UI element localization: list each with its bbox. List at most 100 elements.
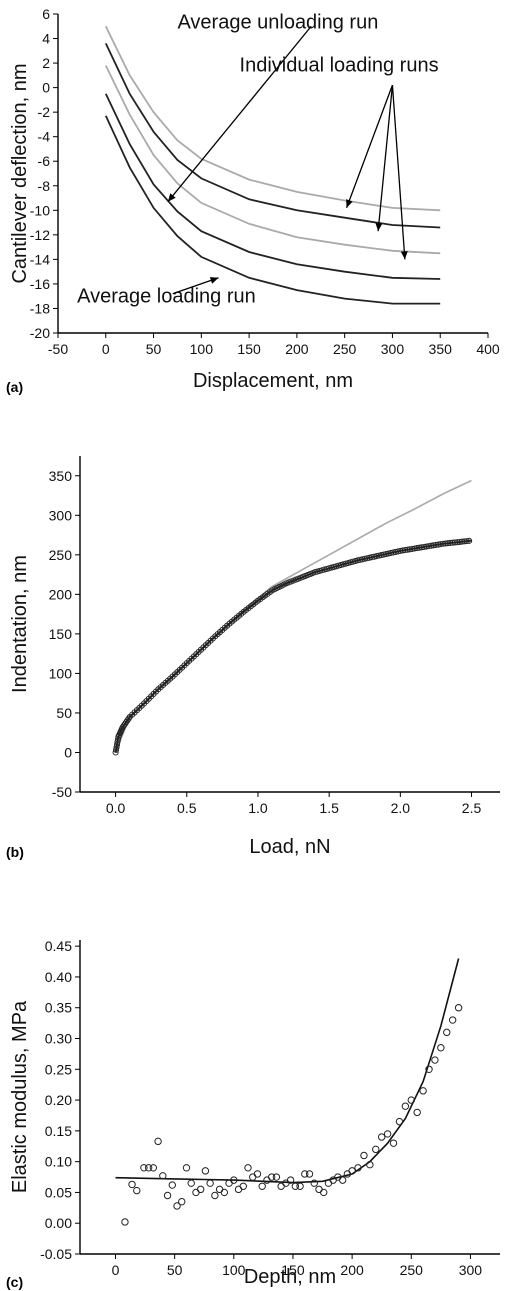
data-point: [425, 1065, 433, 1073]
data-point: [215, 1185, 224, 1194]
x-tick-label: 1.0: [248, 800, 268, 816]
x-tick-label: 0.5: [177, 800, 197, 816]
annotation-arrowhead: [375, 222, 383, 232]
annotation-arrow: [377, 85, 394, 232]
data-point: [244, 1164, 252, 1172]
data-point: [201, 1167, 210, 1175]
y-tick-label: 0.40: [45, 969, 72, 985]
data-point: [159, 1172, 167, 1180]
data-point: [192, 1188, 200, 1197]
annotation-arrowhead: [167, 193, 176, 202]
data-point: [389, 1139, 398, 1147]
data-point: [454, 1004, 463, 1012]
data-point: [431, 1056, 439, 1064]
y-tick-label: -18: [30, 300, 50, 316]
x-tick-label: 300: [381, 341, 405, 357]
x-tick-label: 50: [167, 1262, 183, 1278]
y-axis-label: Elastic modulus, MPa: [9, 1000, 31, 1193]
data-point: [263, 1176, 271, 1184]
data-point: [395, 1117, 404, 1126]
data-point: [407, 1096, 415, 1104]
y-tick-label: -2: [38, 104, 51, 120]
data-point: [182, 1164, 191, 1172]
y-tick-label: 0.10: [45, 1154, 72, 1170]
y-tick-label: -6: [38, 153, 51, 169]
data-point: [234, 1185, 243, 1194]
data-point: [154, 1137, 162, 1146]
data-point: [220, 1188, 229, 1197]
x-tick-label: -50: [48, 341, 68, 357]
data-point: [354, 1164, 362, 1172]
y-tick-label: -20: [30, 325, 50, 341]
y-tick-label: -0.05: [40, 1246, 72, 1262]
data-point: [206, 1179, 214, 1187]
data-point: [267, 1173, 276, 1181]
data-point: [196, 1185, 205, 1194]
y-tick-label: -10: [30, 202, 50, 218]
annotation-arrowhead: [209, 277, 219, 284]
y-tick-label: 350: [49, 468, 73, 484]
fit-line: [114, 479, 472, 753]
x-tick-label: 200: [285, 341, 309, 357]
y-tick-label: -4: [38, 129, 51, 145]
x-tick-label: 250: [400, 1262, 424, 1278]
y-tick-label: -50: [52, 784, 72, 800]
data-point: [443, 1028, 451, 1037]
y-tick-label: 50: [56, 705, 72, 721]
annotation-text: Average unloading run: [177, 12, 378, 34]
y-tick-label: 0.25: [45, 1061, 72, 1077]
data-point: [272, 1173, 281, 1181]
x-tick-label: 1.5: [319, 800, 339, 816]
data-point: [121, 1218, 129, 1226]
panel-label: (c): [6, 1274, 23, 1290]
data-point: [140, 1164, 148, 1172]
data-point: [286, 1176, 295, 1184]
y-tick-label: 0: [42, 80, 50, 96]
data-point: [463, 538, 470, 545]
panel-label: (b): [6, 844, 24, 860]
y-axis-label: Cantilever deflection, nm: [9, 63, 31, 283]
data-point: [448, 1016, 457, 1024]
data-point: [239, 1182, 247, 1190]
y-tick-label: -12: [30, 227, 50, 243]
data-point: [277, 1182, 285, 1190]
x-tick-label: 150: [281, 1262, 305, 1278]
x-tick-label: 100: [222, 1262, 246, 1278]
y-tick-label: 0.00: [45, 1215, 72, 1231]
x-tick-label: 350: [429, 341, 453, 357]
data-point: [211, 1191, 219, 1200]
data-point: [163, 1191, 172, 1200]
y-tick-label: -8: [38, 178, 51, 194]
data-point: [149, 1164, 158, 1172]
annotation-arrowhead: [400, 251, 408, 260]
data-point: [305, 1170, 314, 1178]
x-tick-label: 150: [237, 341, 261, 357]
y-tick-label: 300: [49, 507, 73, 523]
y-tick-label: 250: [49, 547, 73, 563]
x-tick-label: 250: [333, 341, 357, 357]
data-point: [383, 1130, 392, 1138]
x-tick-label: 0.0: [106, 800, 126, 816]
y-tick-label: 0.30: [45, 1031, 72, 1047]
data-point: [301, 1170, 309, 1178]
data-point: [372, 1145, 380, 1154]
y-axis-label: Indentation, nm: [9, 555, 31, 693]
series-line-2: [104, 43, 441, 229]
data-point: [258, 1182, 266, 1190]
data-point: [466, 537, 473, 544]
data-point: [144, 1164, 153, 1172]
x-tick-label: 300: [459, 1262, 483, 1278]
annotation-arrow: [345, 84, 394, 209]
y-tick-label: 0.35: [45, 1000, 72, 1016]
x-tick-label: 0: [102, 341, 110, 357]
data-point: [413, 1108, 421, 1117]
y-tick-label: 6: [42, 6, 50, 22]
x-axis-label: Load, nN: [249, 836, 330, 858]
data-point: [315, 1185, 323, 1194]
x-tick-label: 200: [340, 1262, 364, 1278]
annotation-arrowhead: [346, 199, 353, 208]
data-point: [320, 1188, 328, 1197]
data-point: [419, 1087, 427, 1095]
series-line-1: [104, 25, 441, 212]
